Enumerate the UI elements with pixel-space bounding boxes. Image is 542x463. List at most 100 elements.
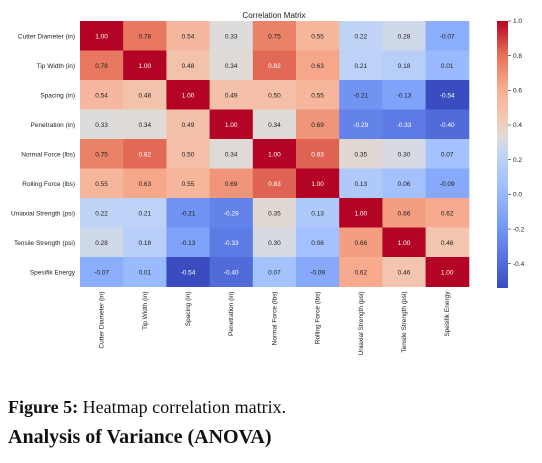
heatmap-cell-value: -0.40 bbox=[440, 122, 455, 129]
heatmap-cell-value: -0.09 bbox=[440, 181, 455, 188]
heatmap-cell bbox=[80, 109, 124, 140]
heatmap-cell-value: 0.50 bbox=[268, 92, 281, 99]
heatmap-cell-value: 0.48 bbox=[138, 92, 151, 99]
heatmap-cell-value: 0.48 bbox=[182, 63, 195, 70]
x-tick-label: Rolling Force (lbs) bbox=[315, 292, 322, 345]
colorbar-tick-label: 1.0 bbox=[513, 18, 522, 25]
x-tick-label: Spesifik Energy bbox=[444, 291, 451, 337]
heatmap-cell-value: 0.21 bbox=[354, 63, 367, 70]
heatmap-cell bbox=[252, 257, 297, 287]
heatmap-cell bbox=[209, 109, 254, 140]
heatmap-cell bbox=[123, 168, 167, 199]
heatmap-cell bbox=[80, 21, 124, 51]
heatmap-cell bbox=[382, 227, 427, 258]
y-tick-label: Rolling Force (lbs) bbox=[22, 181, 75, 188]
heatmap-cell-value: 0.75 bbox=[268, 33, 281, 40]
heatmap-cell bbox=[425, 109, 470, 140]
heatmap-cell-value: -0.07 bbox=[440, 33, 455, 40]
heatmap-cell-value: 0.82 bbox=[138, 151, 151, 158]
heatmap-cell bbox=[80, 80, 124, 110]
colorbar-tick-label: 0.0 bbox=[513, 192, 522, 199]
colorbar-tick-label: 0.6 bbox=[513, 88, 522, 95]
heatmap-cell-value: 1.00 bbox=[182, 92, 195, 99]
heatmap-cell bbox=[252, 168, 297, 199]
heatmap-cell bbox=[425, 139, 470, 169]
heatmap-cell bbox=[209, 257, 254, 287]
colorbar-tick-label: 0.2 bbox=[513, 157, 522, 164]
y-tick-label: Spacing (in) bbox=[40, 92, 75, 99]
heatmap-cell-value: 0.50 bbox=[182, 151, 195, 158]
heatmap-cell bbox=[166, 139, 211, 169]
heatmap-cell-value: 0.49 bbox=[182, 122, 195, 129]
heatmap-cell-value: 1.00 bbox=[225, 122, 238, 129]
heatmap-cell bbox=[166, 257, 211, 287]
heatmap-cell bbox=[123, 139, 167, 169]
heatmap-cell bbox=[339, 139, 383, 169]
heatmap-cell-value: 1.00 bbox=[441, 269, 454, 276]
heatmap-cell bbox=[166, 80, 211, 110]
heatmap-cell bbox=[209, 21, 254, 51]
heatmap-cell-value: 0.54 bbox=[95, 92, 108, 99]
heatmap-cell-value: 0.01 bbox=[138, 269, 151, 276]
heatmap-cell bbox=[209, 227, 254, 258]
heatmap-cell bbox=[425, 21, 470, 51]
heatmap-cell-value: 0.22 bbox=[95, 210, 108, 217]
x-tick-label: Uniaxial Strength (psi) bbox=[358, 292, 365, 356]
heatmap-cell bbox=[425, 50, 470, 81]
x-tick-label: Spacing (in) bbox=[185, 292, 192, 327]
heatmap-cell bbox=[209, 168, 254, 199]
heatmap-cell bbox=[123, 198, 167, 228]
heatmap-cell-value: -0.13 bbox=[181, 240, 196, 247]
heatmap-cell-value: 0.22 bbox=[354, 33, 367, 40]
y-tick-label: Normal Force (lbs) bbox=[21, 151, 75, 158]
heatmap-cell-value: 1.00 bbox=[398, 240, 411, 247]
heatmap-cell bbox=[339, 80, 383, 110]
section-heading: Analysis of Variance (ANOVA) bbox=[8, 426, 272, 448]
heatmap-cell bbox=[425, 198, 470, 228]
heatmap-cell bbox=[166, 227, 211, 258]
heatmap-cell-value: 0.69 bbox=[311, 122, 324, 129]
x-tick-label: Cutter Diameter (in) bbox=[99, 292, 106, 349]
heatmap-cell bbox=[252, 80, 297, 110]
heatmap-cell bbox=[123, 109, 167, 140]
heatmap-cell-value: 0.55 bbox=[182, 181, 195, 188]
heatmap-cell-value: 0.82 bbox=[268, 63, 281, 70]
heatmap-cell-value: 0.83 bbox=[311, 151, 324, 158]
heatmap-cell bbox=[123, 50, 167, 81]
heatmap-cell bbox=[123, 257, 167, 287]
colorbar-tick-label: 0.4 bbox=[513, 122, 522, 129]
heatmap-cell bbox=[382, 50, 427, 81]
figure-caption-text: Heatmap correlation matrix. bbox=[78, 397, 287, 417]
heatmap-cell-value: 0.34 bbox=[225, 151, 238, 158]
heatmap-cell bbox=[382, 257, 427, 287]
heatmap-cell-value: 0.63 bbox=[311, 63, 324, 70]
heatmap-cell-value: 0.33 bbox=[225, 33, 238, 40]
heatmap-cell bbox=[382, 198, 427, 228]
heatmap-cell-value: 0.62 bbox=[441, 210, 454, 217]
heatmap-cell-value: 0.13 bbox=[311, 210, 324, 217]
heatmap-cell bbox=[209, 80, 254, 110]
heatmap-cell-value: 0.75 bbox=[95, 151, 108, 158]
heatmap-cell-value: -0.07 bbox=[94, 269, 109, 276]
heatmap-cell-value: 0.63 bbox=[138, 181, 151, 188]
heatmap-cell bbox=[425, 168, 470, 199]
heatmap-cell bbox=[382, 80, 427, 110]
heatmap-cell-value: 1.00 bbox=[95, 33, 108, 40]
correlation-heatmap: Correlation Matrix 1.00 0.78 0.54 0.33 0.75 0… bbox=[11, 11, 525, 356]
y-tick-label: Tensile Strength (psi) bbox=[14, 240, 75, 247]
heatmap-cell bbox=[339, 227, 383, 258]
heatmap-cell-value: 0.55 bbox=[311, 92, 324, 99]
heatmap-cell-value: -0.40 bbox=[224, 269, 239, 276]
heatmap-cell bbox=[166, 109, 211, 140]
heatmap-cell-value: 0.55 bbox=[311, 33, 324, 40]
chart-title: Correlation Matrix bbox=[242, 11, 305, 20]
colorbar-tick-label: -0.2 bbox=[513, 226, 525, 233]
figure-caption: Figure 5: Heatmap correlation matrix. bbox=[8, 397, 286, 418]
heatmap-cell-value: 1.00 bbox=[354, 210, 367, 217]
heatmap-cell-value: 0.78 bbox=[138, 33, 151, 40]
heatmap-cell-value: 0.69 bbox=[225, 181, 238, 188]
heatmap-cell bbox=[252, 139, 297, 169]
heatmap-cell bbox=[252, 227, 297, 258]
colorbar-gradient bbox=[497, 21, 508, 288]
heatmap-cell bbox=[296, 168, 340, 199]
